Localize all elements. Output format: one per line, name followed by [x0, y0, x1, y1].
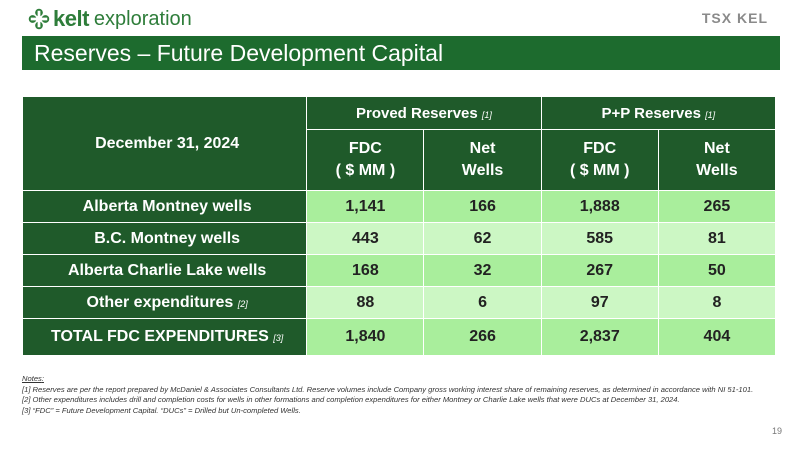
table-cell: 585 [540, 222, 659, 255]
page-title: Reserves – Future Development Capital [34, 40, 444, 66]
group-label: Proved Reserves [355, 104, 478, 122]
table-cell: 88 [306, 286, 425, 319]
table-row: Alberta Charlie Lake wells 168 32 267 50 [21, 254, 777, 287]
subheader-line1: Net [704, 140, 730, 157]
subheader-line2: ( $ MM ) [335, 162, 396, 179]
group-label: P+P Reserves [601, 104, 701, 122]
kelt-logo: kelt exploration [28, 6, 192, 32]
row-note: [2] [237, 298, 248, 309]
subheader-line2: ( $ MM ) [569, 162, 630, 179]
footnote-1: [1] Reserves are per the report prepared… [22, 384, 754, 394]
table-cell: 1,888 [540, 190, 659, 223]
row-label: B.C. Montney wells [21, 222, 308, 255]
footnote-2: [2] Other expenditures includes drill an… [22, 395, 680, 404]
table-cell: 166 [423, 190, 542, 223]
row-label: Other expenditures [2] [21, 286, 308, 319]
table-row: Other expenditures [2] 88 6 97 8 [21, 286, 777, 319]
table-cell: 443 [306, 222, 425, 255]
group-header-proved: Proved Reserves [1] [306, 96, 542, 130]
title-bar: Reserves – Future Development Capital [22, 36, 780, 70]
table-cell: 8 [657, 286, 777, 319]
subheader-line1: FDC [583, 140, 617, 157]
row-note: [3] [273, 333, 284, 343]
notes-title-text: Notes [22, 374, 42, 383]
row-label-text: Alberta Montney wells [82, 197, 252, 215]
exchange-ticker: TSX KEL [702, 10, 768, 26]
ticker-symbol: KEL [737, 10, 768, 26]
notes-title: Notes: [22, 374, 44, 383]
table-cell: 404 [657, 318, 777, 356]
table-total-row: TOTAL FDC EXPENDITURES [3] 1,840 266 2,8… [21, 318, 777, 356]
row-label: TOTAL FDC EXPENDITURES [3] [21, 318, 308, 356]
table-cell: 6 [423, 286, 542, 319]
page-number: 19 [771, 426, 782, 436]
fdc-table: December 31, 2024 Proved Reserves [1] P+… [21, 96, 777, 356]
table-cell: 266 [423, 318, 542, 356]
table-header-row: December 31, 2024 Proved Reserves [1] P+… [21, 96, 777, 191]
table-cell: 50 [657, 254, 777, 287]
subheader-wells-pp: Net Wells [657, 129, 777, 191]
brand-name: kelt [53, 6, 89, 31]
table-cell: 265 [657, 190, 777, 223]
table-cell: 81 [657, 222, 777, 255]
table-cell: 97 [540, 286, 659, 319]
row-label: Alberta Charlie Lake wells [21, 254, 308, 287]
group-note: [1] [481, 109, 492, 120]
subheader-line2: Wells [696, 162, 738, 179]
kelt-leaf-icon [28, 8, 50, 30]
table-corner-date: December 31, 2024 [21, 96, 308, 191]
group-note: [1] [705, 109, 716, 120]
table-row: B.C. Montney wells 443 62 585 81 [21, 222, 777, 255]
table-cell: 1,141 [306, 190, 425, 223]
row-label-text: B.C. Montney wells [94, 229, 241, 247]
subheader-line2: Wells [461, 162, 504, 179]
group-header-pp: P+P Reserves [1] [540, 96, 777, 130]
table-cell: 267 [540, 254, 659, 287]
row-label-text: Other expenditures [86, 293, 234, 311]
subheader-wells-proved: Net Wells [423, 129, 542, 191]
footnote-3: [3] “FDC” = Future Development Capital. … [22, 405, 301, 415]
table-cell: 1,840 [306, 318, 425, 356]
table-row: Alberta Montney wells 1,141 166 1,888 26… [21, 190, 777, 223]
subheader-line1: FDC [348, 140, 382, 157]
subheader-fdc-pp: FDC ( $ MM ) [540, 129, 659, 191]
table-cell: 62 [423, 222, 542, 255]
subheader-line1: Net [469, 140, 496, 157]
subheader-fdc-proved: FDC ( $ MM ) [306, 129, 425, 191]
row-label-text: TOTAL FDC EXPENDITURES [51, 328, 269, 345]
table-cell: 2,837 [540, 318, 659, 356]
row-label: Alberta Montney wells [21, 190, 308, 223]
table-cell: 32 [423, 254, 542, 287]
brand-subtitle: exploration [93, 7, 192, 30]
table-subheader-row: FDC ( $ MM ) Net Wells FDC ( $ MM ) Net … [23, 129, 777, 191]
table-cell: 168 [306, 254, 425, 287]
footnotes: Notes: [1] Reserves are per the report p… [22, 374, 782, 416]
exchange-name: TSX [701, 10, 733, 26]
row-label-text: Alberta Charlie Lake wells [67, 261, 267, 279]
